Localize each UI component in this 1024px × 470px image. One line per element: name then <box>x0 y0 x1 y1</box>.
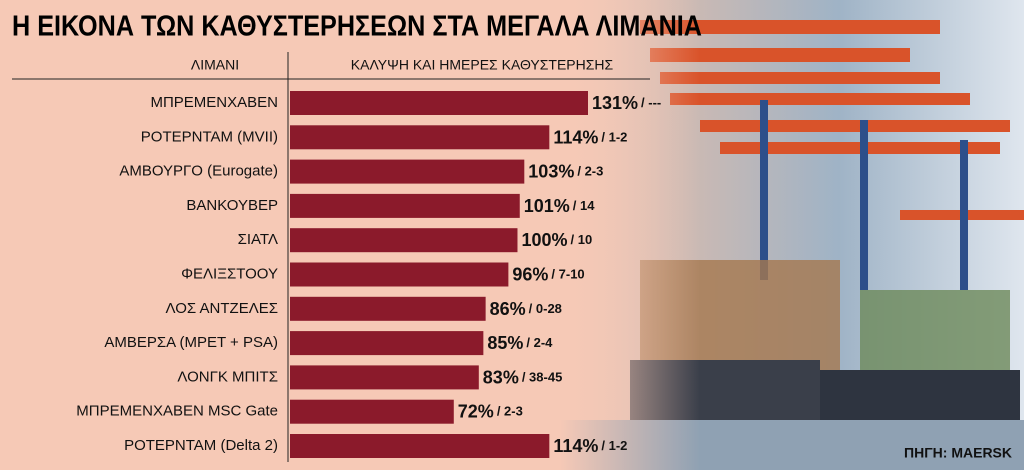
delay-label: / 0-28 <box>529 301 562 316</box>
category-label: ΒΑΝΚΟΥΒΕΡ <box>186 197 278 214</box>
category-label: ΣΙΑΤΛ <box>238 231 278 248</box>
category-label: ΜΠΡΕΜΕΝΧΑΒΕΝ <box>150 94 278 111</box>
delay-label: / 14 <box>573 198 595 213</box>
bar <box>290 228 518 253</box>
bar <box>290 434 550 458</box>
value-label-group: 114%/ 1-2 <box>553 127 627 147</box>
value-label: 72% <box>458 401 494 421</box>
value-label: 86% <box>490 299 526 319</box>
bar <box>290 296 486 321</box>
value-label-group: 85%/ 2-4 <box>487 333 553 353</box>
value-label: 100% <box>521 230 567 250</box>
delay-label: / 2-3 <box>497 404 523 419</box>
value-label-group: 103%/ 2-3 <box>528 161 603 181</box>
value-label-group: 72%/ 2-3 <box>458 401 523 421</box>
bar <box>290 159 525 184</box>
bar <box>290 91 588 115</box>
category-label: ΦΕΛΙΞΣΤΟΟΥ <box>181 265 278 282</box>
value-label-group: 100% / 10 <box>521 230 592 250</box>
value-label-group: 101%/ 14 <box>524 196 596 216</box>
category-label: ΑΜΒΕΡΣΑ (ΜΡΕΤ + PSA) <box>104 334 278 351</box>
value-label: 83% <box>483 367 519 387</box>
delay-label: / 38-45 <box>522 370 562 385</box>
chart-title: Η ΕΙΚΟΝΑ ΤΩΝ ΚΑΘΥΣΤΕΡΗΣΕΩΝ ΣΤΑ ΜΕΓΑΛΑ ΛΙ… <box>12 11 702 43</box>
delay-label: / 10 <box>571 233 593 248</box>
delay-label: / 7-10 <box>551 267 584 282</box>
bar <box>290 125 550 150</box>
value-label: 85% <box>487 333 523 353</box>
bar <box>290 193 520 218</box>
value-label: 96% <box>512 264 548 284</box>
value-label-group: 86%/ 0-28 <box>490 299 562 319</box>
category-label: ΛΟΣ ΑΝΤΖΕΛΕΣ <box>166 300 278 317</box>
delay-label: / --- <box>641 95 661 110</box>
value-label: 101% <box>524 196 570 216</box>
value-label-group: 114%/ 1-2 <box>553 436 627 456</box>
value-label: 103% <box>528 161 574 181</box>
delay-label: / 2-3 <box>577 164 603 179</box>
source: ΠΗΓΗ: MAERSK <box>904 445 1012 461</box>
bar <box>290 399 454 424</box>
delay-label: / 1-2 <box>601 130 627 145</box>
category-label: ΜΠΡΕΜΕΝΧΑΒΕΝ MSC Gate <box>76 403 278 420</box>
category-label: ΑΜΒΟΥΡΓΟ (Eurogate) <box>119 163 278 180</box>
value-label-group: 96%/ 7-10 <box>512 264 584 284</box>
value-label: 114% <box>553 436 598 456</box>
category-label: ΡΟΤΕΡΝΤΑΜ (MVII) <box>141 128 278 145</box>
category-header: ΛΙΜΑΝΙ <box>191 57 239 73</box>
bar <box>290 331 484 356</box>
value-label: 131% <box>592 93 638 113</box>
value-label-group: 131% / --- <box>592 93 661 113</box>
value-label: 114% <box>553 127 598 147</box>
bar <box>290 365 479 390</box>
delay-label: / 2-4 <box>526 336 553 351</box>
category-label: ΛΟΝΓΚ ΜΠΙΤΣ <box>177 368 278 385</box>
photo <box>560 0 1024 470</box>
category-label: ΡΟΤΕΡΝΤΑΜ (Delta 2) <box>124 437 278 454</box>
value-label-group: 83%/ 38-45 <box>483 367 563 387</box>
delay-label: / 1-2 <box>601 438 627 453</box>
value-header: ΚΑΛΥΨΗ ΚΑΙ ΗΜΕΡΕΣ ΚΑΘΥΣΤΕΡΗΣΗΣ <box>351 57 614 73</box>
bar <box>290 262 509 287</box>
